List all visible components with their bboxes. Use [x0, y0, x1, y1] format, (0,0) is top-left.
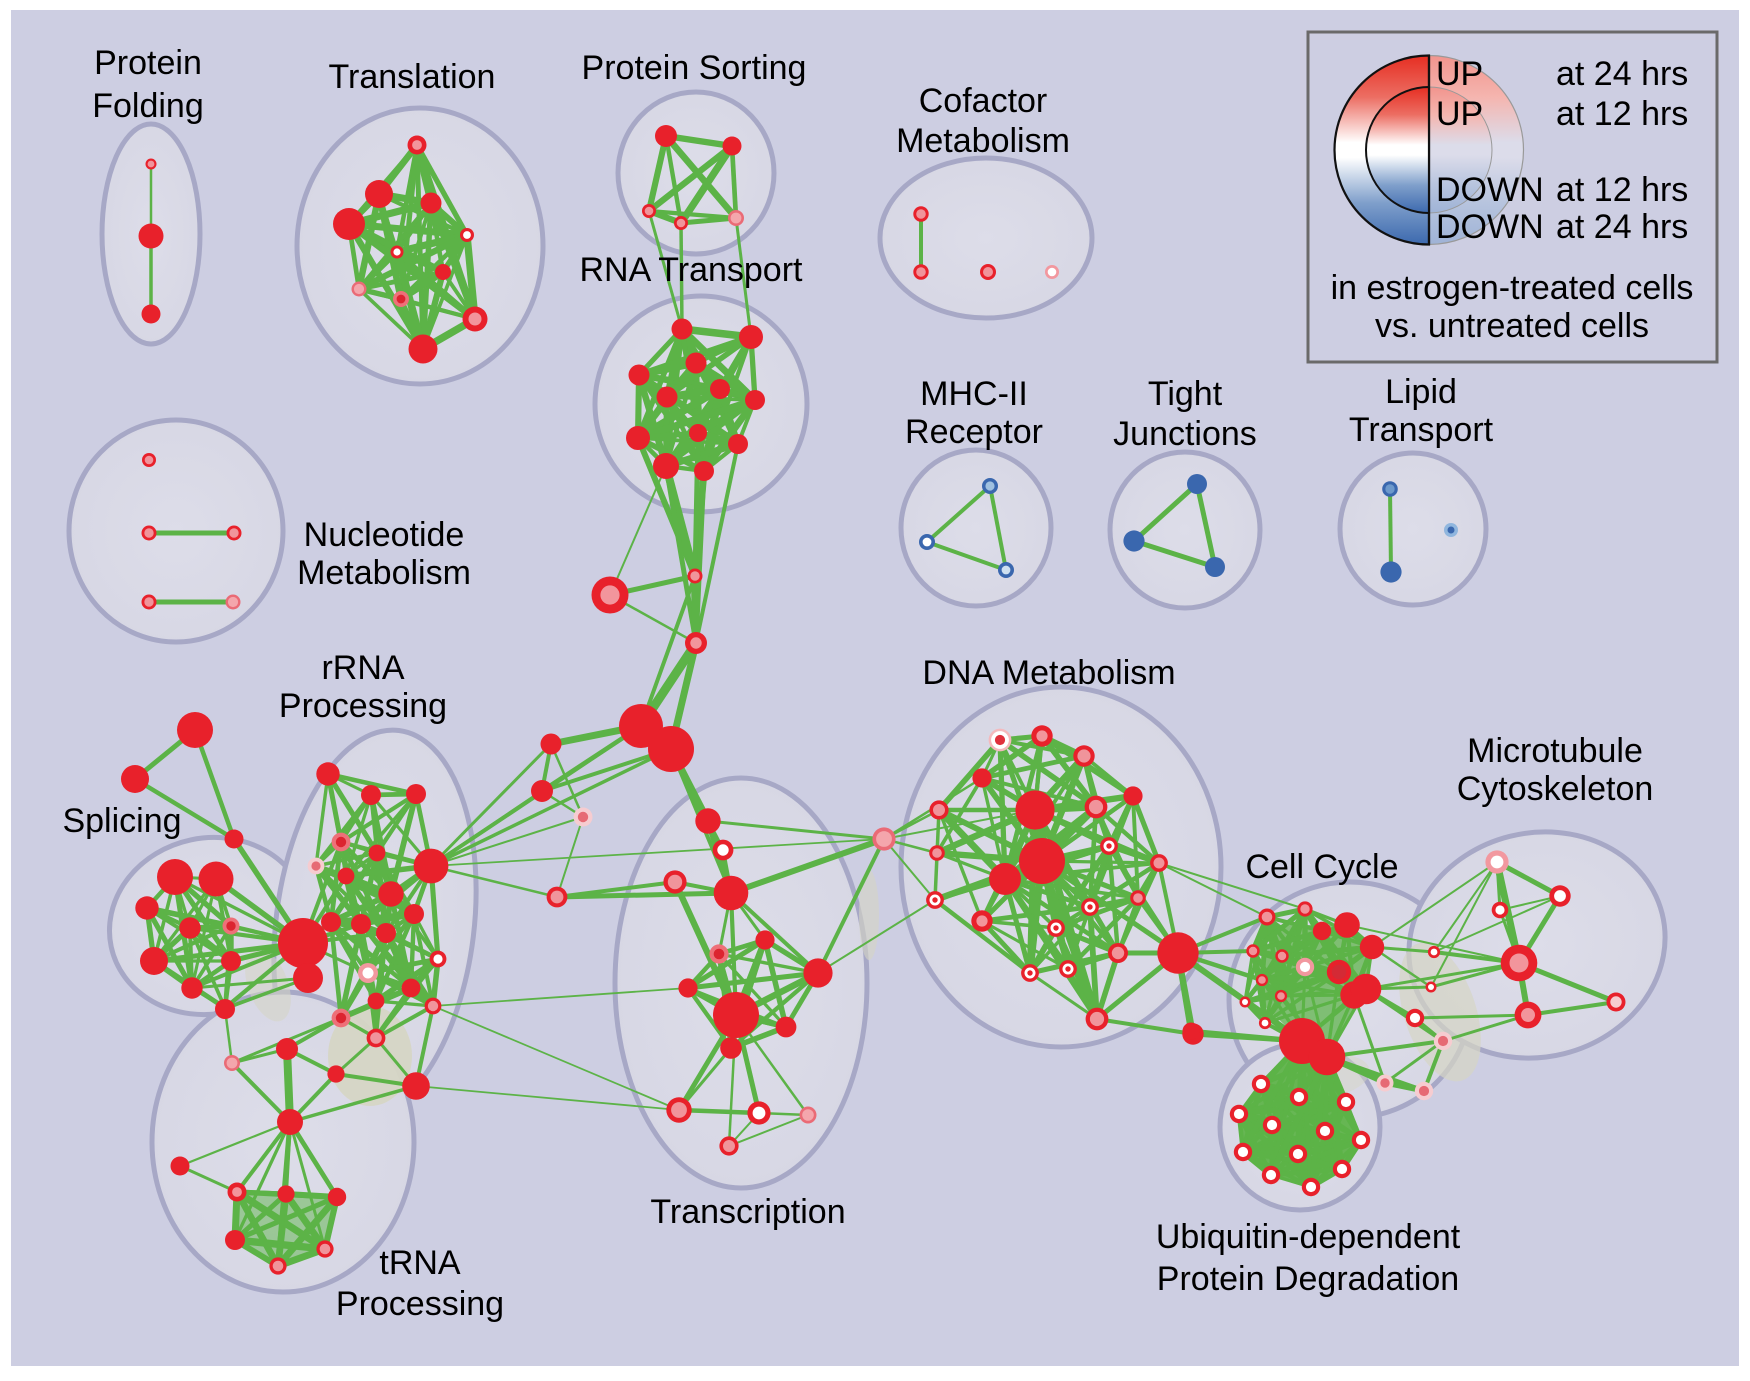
svg-text:Cytoskeleton: Cytoskeleton	[1457, 770, 1654, 808]
svg-text:Cell Cycle: Cell Cycle	[1245, 848, 1398, 886]
svg-text:DOWN: DOWN	[1436, 171, 1544, 209]
svg-text:rRNA: rRNA	[321, 649, 404, 687]
svg-text:Processing: Processing	[279, 687, 447, 725]
svg-text:Processing: Processing	[336, 1285, 504, 1323]
svg-text:Transcription: Transcription	[650, 1193, 845, 1231]
svg-text:Lipid: Lipid	[1385, 373, 1457, 411]
svg-text:Translation: Translation	[329, 58, 496, 96]
svg-text:Ubiquitin-dependent: Ubiquitin-dependent	[1156, 1218, 1461, 1256]
svg-text:tRNA: tRNA	[379, 1244, 461, 1282]
svg-text:UP: UP	[1436, 55, 1483, 93]
svg-text:Nucleotide: Nucleotide	[304, 516, 465, 554]
svg-text:Receptor: Receptor	[905, 413, 1043, 451]
svg-text:in estrogen-treated cells: in estrogen-treated cells	[1331, 269, 1694, 307]
svg-text:at 24 hrs: at 24 hrs	[1556, 55, 1688, 93]
svg-text:Folding: Folding	[92, 87, 204, 125]
svg-text:Microtubule: Microtubule	[1467, 732, 1643, 770]
svg-text:Metabolism: Metabolism	[896, 122, 1070, 160]
svg-text:vs. untreated cells: vs. untreated cells	[1375, 307, 1649, 345]
svg-text:Protein Degradation: Protein Degradation	[1157, 1260, 1459, 1298]
svg-text:at 12 hrs: at 12 hrs	[1556, 95, 1688, 133]
svg-text:Transport: Transport	[1349, 411, 1494, 449]
svg-text:DNA Metabolism: DNA Metabolism	[922, 654, 1175, 692]
svg-text:at 24 hrs: at 24 hrs	[1556, 208, 1688, 246]
svg-text:MHC-II: MHC-II	[920, 375, 1028, 413]
svg-text:Cofactor: Cofactor	[919, 82, 1048, 120]
svg-text:DOWN: DOWN	[1436, 208, 1544, 246]
svg-text:RNA Transport: RNA Transport	[580, 251, 804, 289]
svg-text:Tight: Tight	[1148, 375, 1223, 413]
svg-text:at 12 hrs: at 12 hrs	[1556, 171, 1688, 209]
svg-text:Protein: Protein	[94, 44, 202, 82]
svg-text:UP: UP	[1436, 95, 1483, 133]
svg-text:Metabolism: Metabolism	[297, 554, 471, 592]
svg-text:Splicing: Splicing	[62, 802, 181, 840]
svg-text:Junctions: Junctions	[1113, 415, 1257, 453]
svg-text:Protein Sorting: Protein Sorting	[582, 49, 807, 87]
